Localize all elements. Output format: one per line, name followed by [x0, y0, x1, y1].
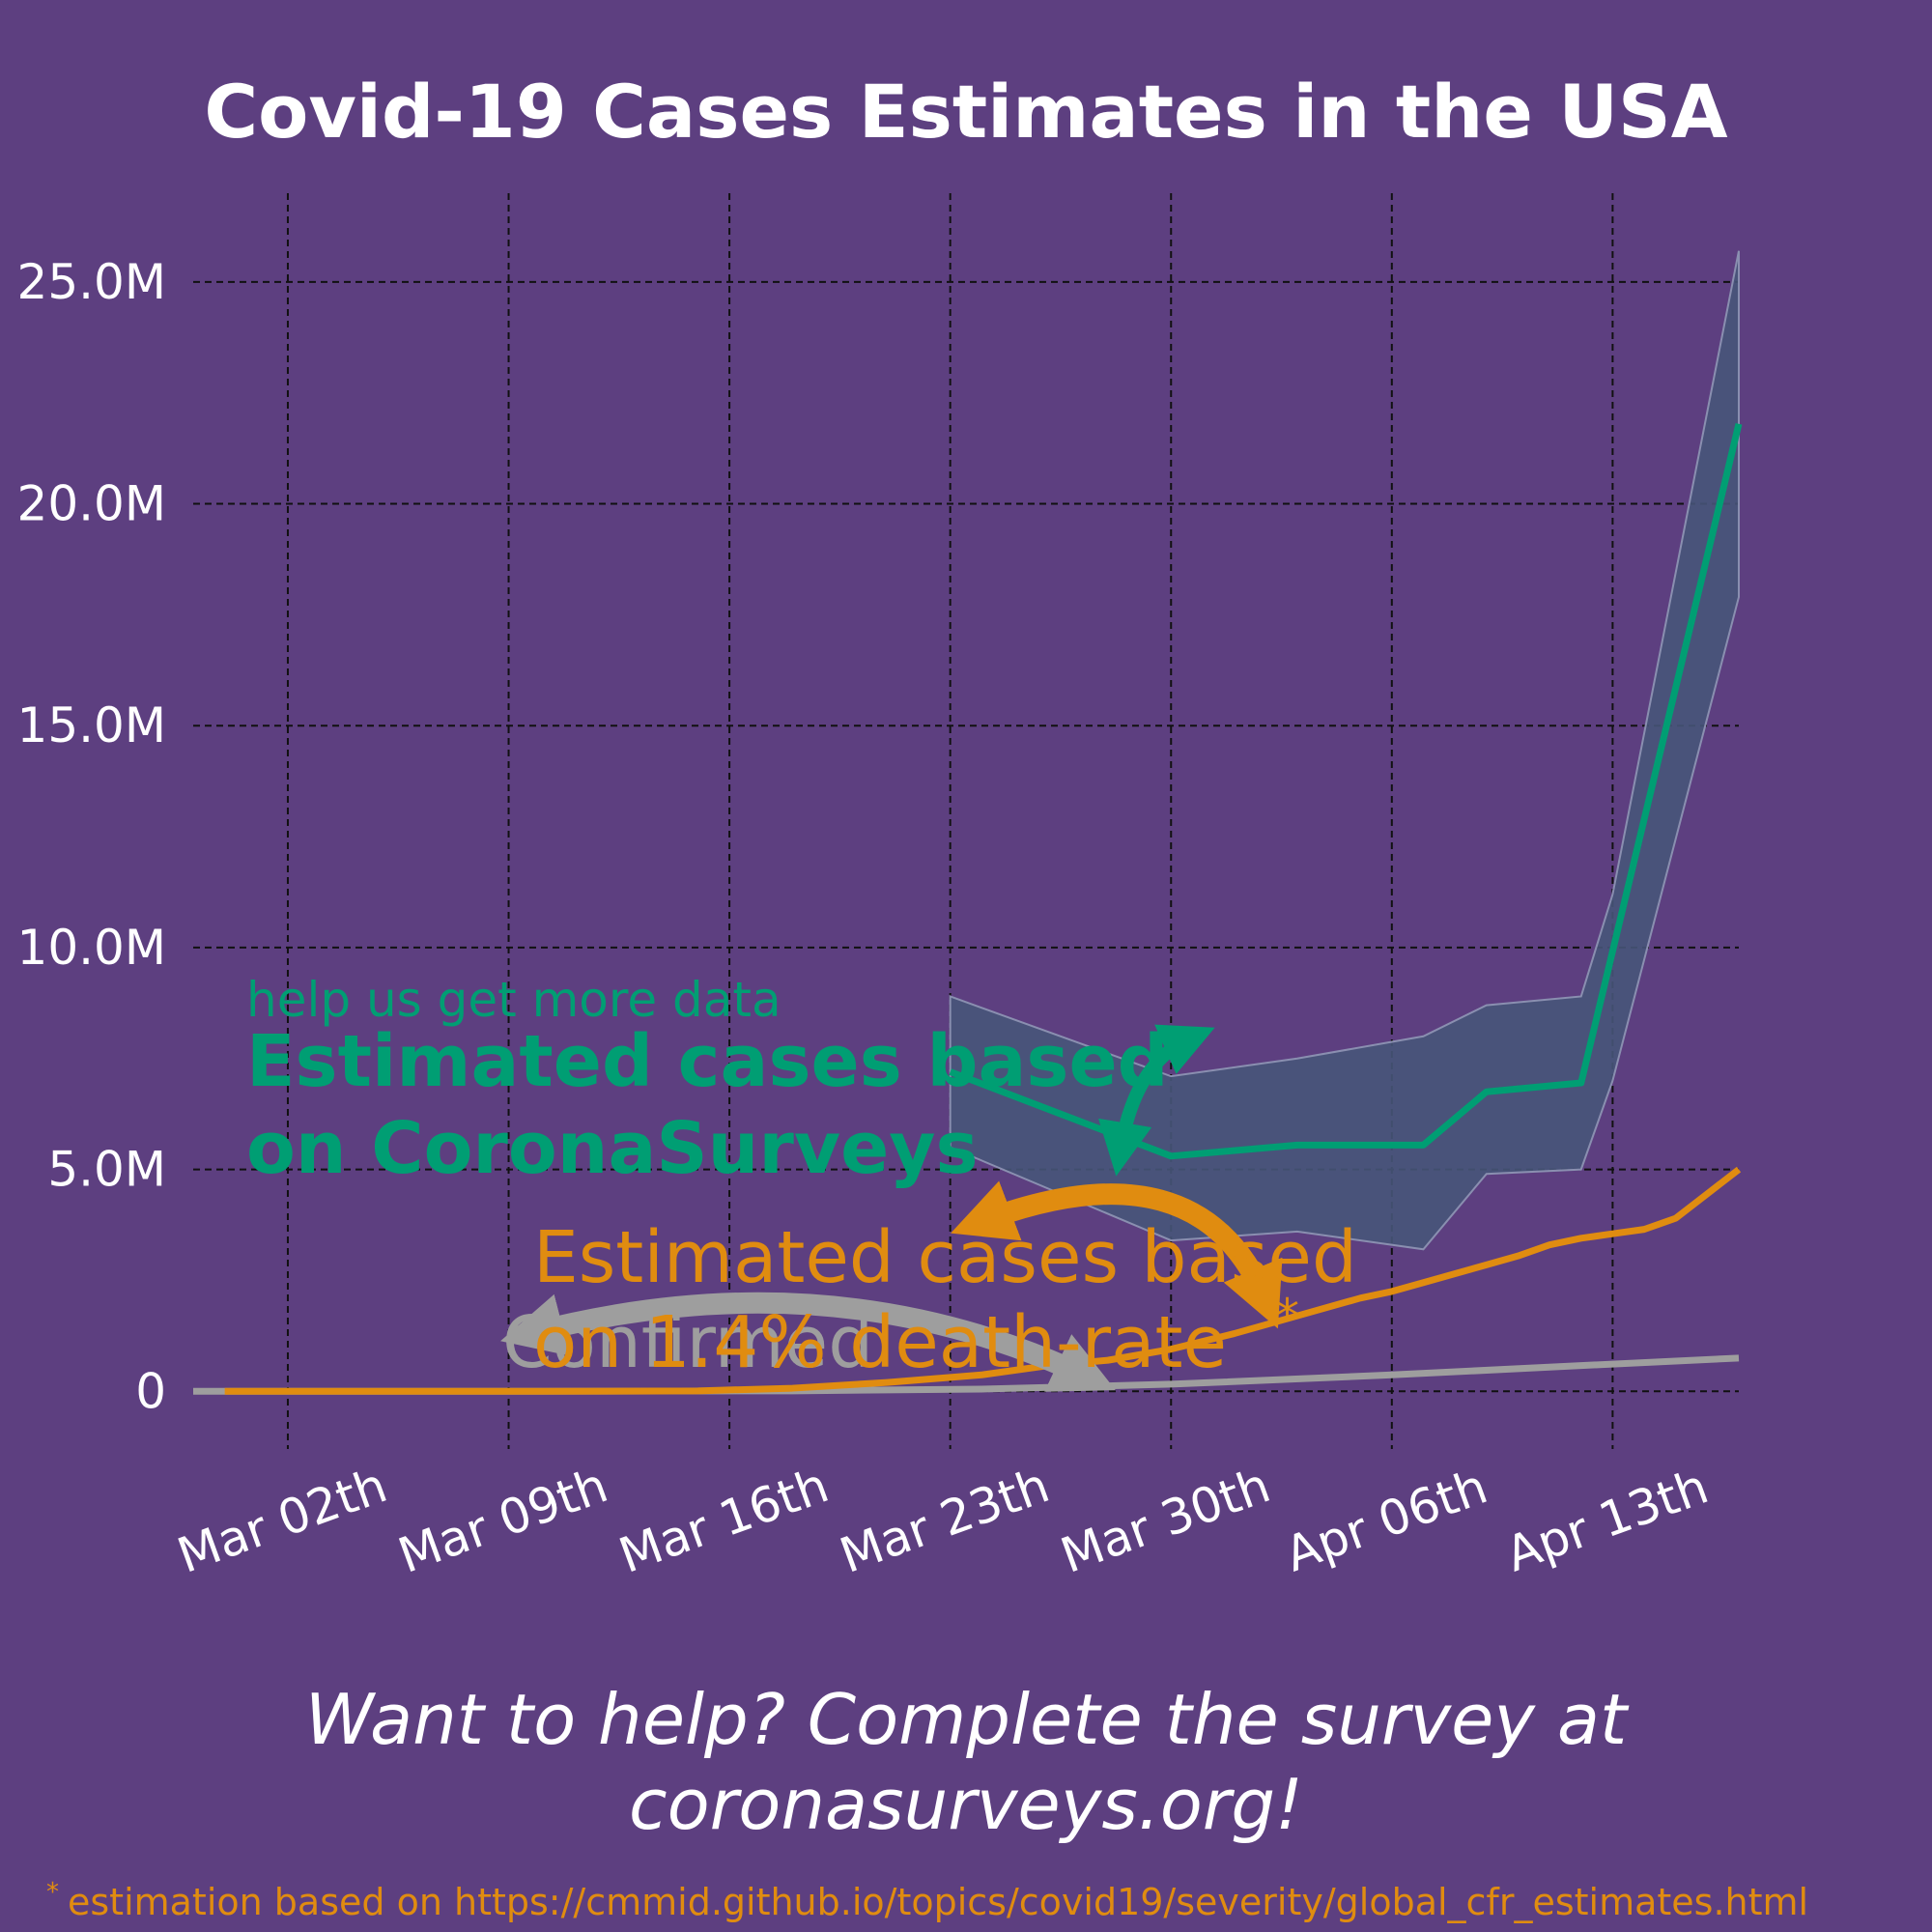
- death-rate-label-line2: on 1.4% death-rate: [533, 1301, 1227, 1384]
- y-axis-tick-labels: 0 5.0M 10.0M 15.0M 20.0M 25.0M: [17, 254, 166, 1419]
- y-tick-label: 20.0M: [17, 476, 166, 532]
- coronasurveys-arrow: [1097, 1024, 1215, 1177]
- y-tick-label: 25.0M: [17, 254, 166, 310]
- x-tick-label: Mar 23th: [833, 1457, 1056, 1584]
- y-tick-label: 15.0M: [17, 697, 166, 753]
- death-rate-label-line1: Estimated cases based: [533, 1216, 1357, 1299]
- death-rate-arrow: [951, 1180, 1283, 1329]
- cta-line2: coronasurveys.org!: [629, 1764, 1303, 1845]
- death-rate-footnote-marker: *: [1275, 1289, 1299, 1345]
- x-tick-label: Mar 02th: [170, 1457, 393, 1584]
- footnote: estimation based on https://cmmid.github…: [68, 1881, 1808, 1923]
- grid: [193, 193, 1739, 1449]
- y-tick-label: 0: [135, 1363, 166, 1419]
- x-tick-label: Apr 06th: [1278, 1459, 1494, 1583]
- help-text: help us get more data: [246, 972, 781, 1028]
- y-tick-label: 5.0M: [47, 1142, 166, 1198]
- confirmed-arrow: [500, 1292, 1116, 1392]
- y-tick-label: 10.0M: [17, 920, 166, 976]
- confirmed-label: Confirmed: [502, 1301, 873, 1384]
- x-tick-label: Mar 09th: [391, 1457, 614, 1584]
- cta-line1: Want to help? Complete the survey at: [305, 1679, 1630, 1760]
- x-tick-label: Mar 30th: [1054, 1457, 1277, 1584]
- x-tick-label: Mar 16th: [612, 1457, 836, 1584]
- coronasurveys-label-line1: Estimated cases based: [246, 1020, 1169, 1103]
- footnote-marker: *: [46, 1878, 59, 1907]
- coronasurveys-label-line2: on CoronaSurveys: [246, 1107, 979, 1190]
- x-tick-label: Apr 13th: [1499, 1459, 1716, 1583]
- chart-title: Covid-19 Cases Estimates in the USA: [204, 69, 1727, 155]
